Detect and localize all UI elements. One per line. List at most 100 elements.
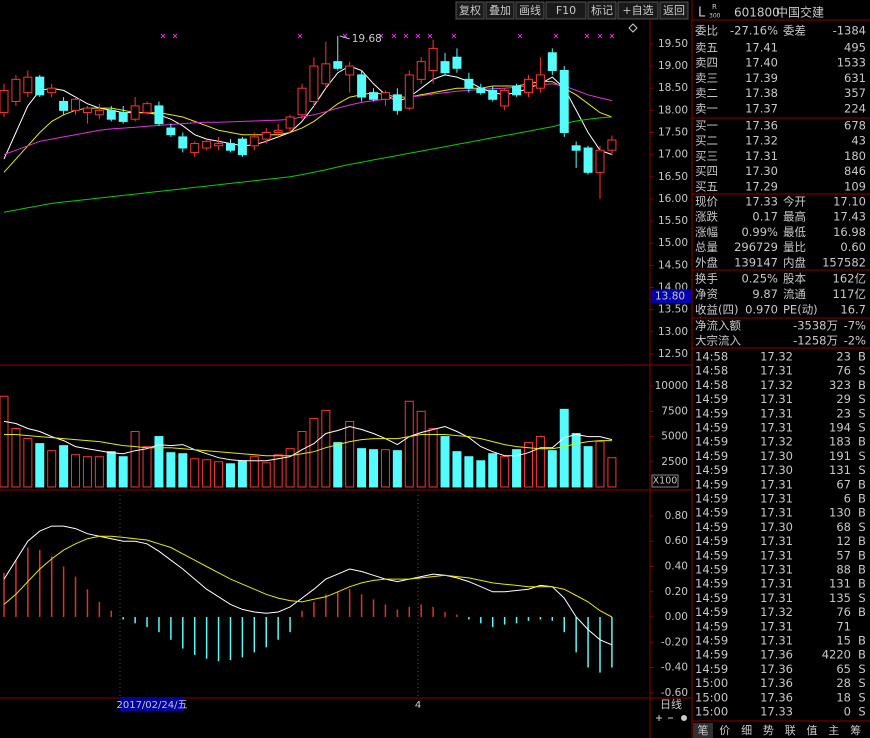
trade-time: 14:59 [695,492,728,506]
candle-body [535,74,545,89]
trade-time: 15:00 [695,690,728,704]
volume-bar [94,456,104,488]
candle-body [440,61,450,74]
volume-bar [297,431,307,488]
trade-volume: 191 [829,449,851,463]
trade-volume: 12 [836,534,851,548]
stat-value: 157582 [822,255,866,269]
trade-price: 17.32 [760,378,793,392]
unit-label: X100 [653,476,678,487]
trade-side: S [858,364,865,378]
candle-body [559,69,569,133]
trade-side: B [858,477,866,491]
toolbar-button-bg[interactable] [587,1,617,20]
book-volume: 846 [844,164,866,178]
candle-body [607,139,617,151]
volume-bar [166,452,176,488]
trade-volume: 68 [836,520,851,534]
volume-bar [559,408,569,488]
trade-time: 14:59 [695,619,728,633]
toolbar-button[interactable]: 复权 [459,3,481,17]
candle-body [225,143,235,151]
flow-pct: -2% [844,334,866,348]
toolbar-button-bg[interactable] [659,1,689,20]
tab[interactable]: 细 [741,724,752,737]
candle-body [23,76,33,94]
volume-bar [118,456,128,488]
trade-side: S [858,705,865,719]
toolbar-button[interactable]: +自选 [622,4,653,17]
flow-value: -3538万 [793,319,838,333]
signal-marker [584,33,590,39]
flow-label: 净流入额 [695,319,741,333]
candle-body [488,89,498,100]
trade-time: 14:58 [695,350,728,364]
book-label: 买四 [695,164,718,178]
stat-label: 内盘 [783,255,806,269]
indicator-line [3,81,613,173]
tab[interactable]: 价 [719,724,730,737]
toolbar-button[interactable]: 标记 [591,3,613,17]
indicator-line [3,83,613,156]
trade-time: 14:59 [695,563,728,577]
zoom-controls[interactable] [656,715,687,721]
book-price: 17.41 [745,41,778,55]
toolbar-button-bg[interactable] [455,1,485,20]
volume-bar [23,438,33,488]
tab[interactable]: 联 [785,724,796,737]
toolbar-button-bg[interactable] [515,1,545,20]
toolbar-button[interactable]: 画线 [519,3,541,17]
candle-body [82,107,92,114]
trade-volume: 88 [836,563,851,577]
trade-time: 14:59 [695,577,728,591]
tab[interactable]: 主 [828,724,839,737]
trade-time: 14:59 [695,634,728,648]
y-tick-label: -0.20 [661,636,688,648]
candle-body [35,76,45,96]
y-tick-label: 0.60 [665,535,688,547]
trade-volume: 194 [829,421,851,435]
y-tick-label: -0.60 [661,687,688,699]
tab[interactable]: 势 [763,724,774,737]
tab[interactable]: 笔 [698,723,709,737]
book-label: 卖二 [695,86,718,100]
date-box [120,698,184,711]
stat-value: 17.10 [833,195,866,209]
toolbar-button[interactable]: F10 [556,4,576,17]
book-volume: 224 [844,101,866,115]
y-tick-label: 0.20 [665,586,688,598]
volume-bar [440,436,450,488]
volume-bar [273,454,283,488]
signal-marker [597,33,603,39]
trade-volume: 65 [836,662,851,676]
volume-bar [249,456,259,488]
signal-marker [553,33,559,39]
toggle-icon[interactable] [628,23,638,33]
y-tick-label: 16.50 [658,171,688,183]
trade-time: 14:59 [695,463,728,477]
candle-body [285,116,295,129]
toolbar-button[interactable]: 叠加 [489,4,511,17]
finance-value: 0.970 [745,303,778,317]
trade-price: 17.31 [760,392,793,406]
volume-bar [35,443,45,488]
trade-side: B [858,492,866,506]
tab[interactable]: 值 [807,724,818,737]
trade-price: 17.32 [760,605,793,619]
finance-label: 流通 [783,287,806,301]
period-label[interactable]: 日线 [660,697,682,711]
volume-bar [357,448,367,488]
toolbar-button-bg[interactable] [545,1,587,20]
trade-time: 14:59 [695,662,728,676]
y-tick-label: 5000 [661,431,688,443]
volume-bar [309,417,319,488]
toolbar-button-bg[interactable] [485,1,515,20]
toolbar-button[interactable]: 返回 [663,4,685,17]
stock-code: 601800 [734,6,780,20]
toolbar-button-bg[interactable] [617,1,659,20]
volume-bar [82,456,92,488]
tab[interactable]: 筹 [850,723,861,737]
candle-body [416,61,426,80]
trade-price: 17.32 [760,350,793,364]
